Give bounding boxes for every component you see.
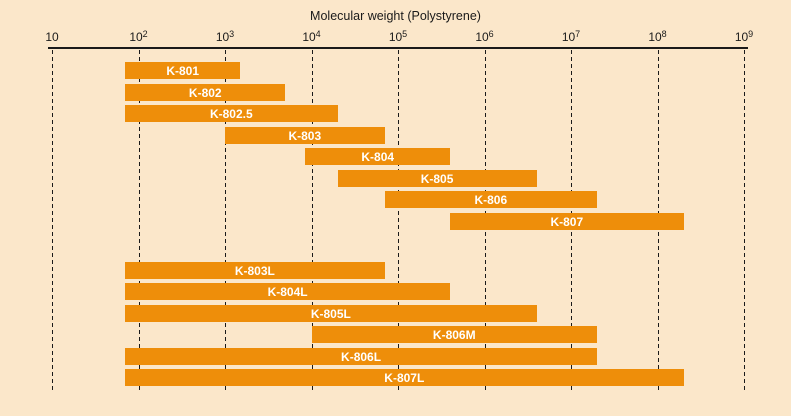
range-bar-label: K-803 [288,128,322,143]
x-axis-tick-label-10e1: 10 [45,30,59,44]
range-bar-k-806m: K-806M [311,326,598,344]
range-bar-k-806l: K-806L [125,347,598,365]
range-bar-k-804l: K-804L [125,283,451,301]
x-axis-tick-label-10e4: 104 [302,29,321,45]
gridline-10e5 [398,50,399,392]
range-bar-label: K-807 [550,214,584,229]
range-bar-label: K-806L [341,349,382,364]
range-bar-label: K-804L [267,285,308,300]
range-bar-k-803: K-803 [225,126,385,144]
x-axis-tick-label-10e3: 103 [215,29,235,45]
range-bar-label: K-807L [384,371,425,385]
gridline-10e9 [744,50,745,392]
range-bar-label: K-806 [474,193,508,207]
range-bar-label: K-806M [432,328,476,343]
range-bar-label: K-805 [420,171,454,186]
x-axis-tick-label-10e7: 107 [561,29,581,45]
chart-title: Molecular weight (Polystyrene) [310,9,481,23]
range-bar-k-806: K-806 [384,191,598,208]
range-bar-k-802: K-802 [125,83,286,101]
x-axis-tick-label-10e6: 106 [475,29,494,45]
range-bar-label: K-804 [361,150,395,164]
gridline-10e1 [52,50,53,392]
range-bar-k-805l: K-805L [125,304,537,322]
range-bar-k-803l: K-803L [125,262,385,279]
x-axis-tick-label-10e2: 102 [129,29,148,45]
range-bar-label: K-803L [234,264,275,278]
x-axis-line [48,47,748,49]
x-axis-tick-label-10e8: 108 [648,29,667,45]
range-bar-label: K-801 [166,64,199,78]
range-bar-k-804: K-804 [305,148,451,165]
range-bar-k-801: K-801 [125,62,241,79]
gridline-10e3 [225,50,226,392]
gridline-10e4 [311,50,313,392]
range-bar-label: K-802 [188,85,222,100]
gridline-10e2 [138,50,140,392]
range-bar-label: K-802.5 [209,107,253,121]
range-bar-k-802.5: K-802.5 [125,105,338,122]
x-axis-tick-label-10e9: 109 [734,29,754,45]
range-bar-k-807: K-807 [450,212,684,230]
range-bar-k-807l: K-807L [125,369,684,386]
range-bar-k-805: K-805 [337,169,537,187]
x-axis-tick-label-10e5: 105 [388,29,408,45]
range-bar-label: K-805L [310,306,351,321]
